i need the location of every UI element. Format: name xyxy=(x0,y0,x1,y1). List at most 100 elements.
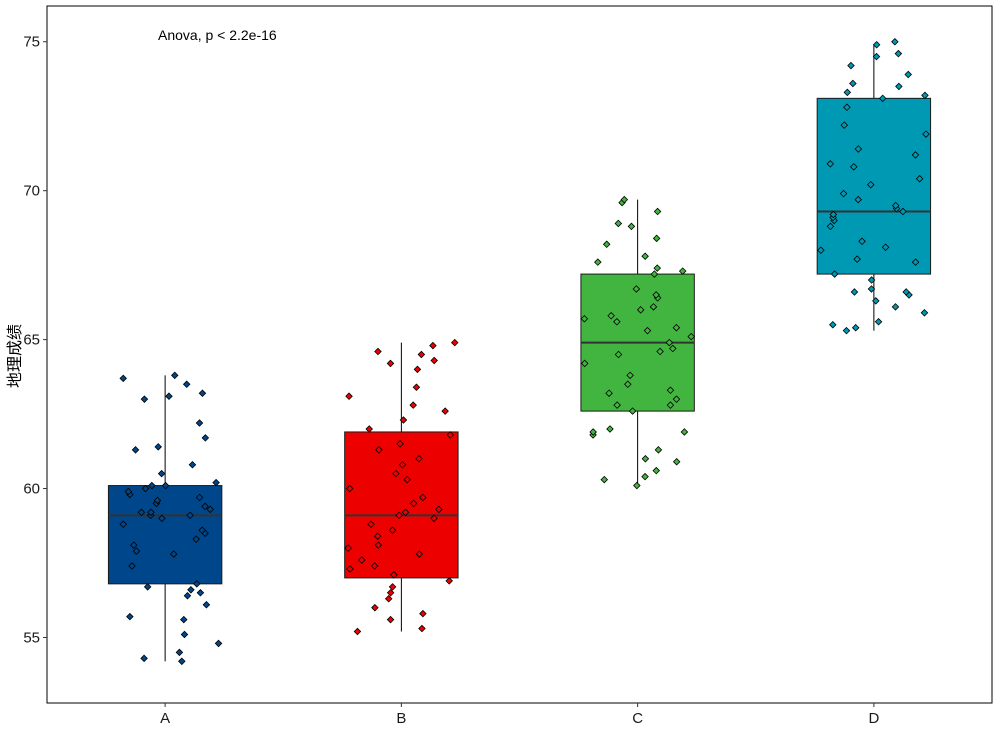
data-point-c xyxy=(614,350,623,359)
data-point-a xyxy=(158,514,166,523)
data-point-d xyxy=(872,40,881,49)
data-point-d xyxy=(830,270,839,278)
data-point-c xyxy=(626,371,634,380)
data-point-b xyxy=(401,508,410,517)
data-point-a xyxy=(183,592,192,600)
data-point-a xyxy=(140,654,148,663)
data-point-d xyxy=(878,94,887,103)
data-point-d xyxy=(891,201,900,210)
data-point-b xyxy=(398,460,407,469)
data-point-c xyxy=(600,475,609,484)
y-axis-title: 地理成绩 xyxy=(5,324,24,388)
data-point-b xyxy=(413,365,422,374)
data-point-b xyxy=(353,627,362,636)
data-point-c xyxy=(643,326,652,335)
data-point-d xyxy=(843,88,852,97)
data-point-d xyxy=(850,288,859,296)
data-point-b xyxy=(367,520,375,529)
data-point-c xyxy=(653,264,662,272)
data-point-c xyxy=(669,344,677,353)
data-point-a xyxy=(198,526,206,535)
data-point-a xyxy=(143,583,152,591)
data-point-a xyxy=(196,589,205,597)
data-point-a xyxy=(130,541,138,549)
data-point-a xyxy=(201,434,210,442)
data-point-c xyxy=(632,285,641,293)
data-point-d xyxy=(851,323,860,332)
data-point-c xyxy=(624,380,632,389)
data-point-c xyxy=(614,219,623,228)
data-point-c xyxy=(613,401,621,409)
data-point-a xyxy=(202,600,211,609)
data-point-b xyxy=(388,583,397,591)
data-point-b xyxy=(370,562,379,570)
box-d xyxy=(816,97,932,275)
data-point-d xyxy=(850,163,858,171)
data-point-c xyxy=(641,472,649,481)
data-point-a xyxy=(195,493,204,502)
data-point-b xyxy=(445,577,453,585)
data-point-d xyxy=(847,61,855,70)
data-point-d xyxy=(826,160,835,168)
data-point-c xyxy=(654,446,663,454)
data-point-d xyxy=(920,309,929,317)
data-point-b xyxy=(399,416,408,424)
data-point-d xyxy=(867,276,876,284)
data-point-a xyxy=(157,469,166,478)
data-point-b xyxy=(415,550,424,558)
x-tick-label-c: C xyxy=(632,710,643,727)
data-point-c xyxy=(652,466,661,475)
data-point-d xyxy=(854,145,863,153)
data-point-c xyxy=(666,386,675,395)
data-point-b xyxy=(435,505,443,514)
data-point-a xyxy=(198,389,207,397)
data-point-b xyxy=(419,493,427,502)
data-point-a xyxy=(137,508,146,517)
data-point-b xyxy=(358,556,366,564)
data-point-a xyxy=(193,580,201,588)
data-point-d xyxy=(872,297,880,305)
data-point-c xyxy=(672,395,681,403)
data-point-d xyxy=(881,243,890,252)
data-point-b xyxy=(346,565,354,573)
data-point-a xyxy=(187,586,195,594)
data-point-c xyxy=(656,347,664,356)
data-point-b xyxy=(396,440,404,448)
data-point-b xyxy=(419,609,427,618)
data-point-d xyxy=(894,49,903,58)
data-point-a xyxy=(119,374,127,383)
data-point-b xyxy=(412,383,421,392)
data-point-d xyxy=(921,91,929,100)
data-point-a xyxy=(128,562,136,570)
data-point-a xyxy=(212,478,220,487)
data-point-c xyxy=(580,359,589,368)
data-point-a xyxy=(201,502,209,511)
data-point-d xyxy=(858,237,866,246)
data-point-c xyxy=(627,222,636,231)
data-point-b xyxy=(441,407,449,415)
data-point-c xyxy=(606,425,614,433)
data-point-b xyxy=(374,541,383,549)
data-point-d xyxy=(840,121,849,129)
data-point-a xyxy=(148,481,156,490)
data-point-d xyxy=(853,255,861,263)
data-point-b xyxy=(409,499,418,508)
data-point-d xyxy=(866,180,875,189)
data-point-d xyxy=(874,317,883,326)
data-point-c xyxy=(602,240,611,249)
data-point-c xyxy=(607,312,615,320)
boxes-layer xyxy=(107,44,932,662)
data-point-d xyxy=(843,103,851,112)
data-point-c xyxy=(666,401,675,409)
data-point-b xyxy=(429,341,437,350)
data-point-a xyxy=(195,419,204,427)
data-point-a xyxy=(131,446,140,454)
data-point-d xyxy=(839,189,848,198)
points-layer xyxy=(119,37,930,666)
data-point-d xyxy=(829,320,837,329)
data-point-a xyxy=(214,639,223,648)
data-point-a xyxy=(132,547,141,555)
data-point-d xyxy=(849,79,857,88)
data-point-a xyxy=(170,371,179,380)
data-point-c xyxy=(653,207,662,216)
